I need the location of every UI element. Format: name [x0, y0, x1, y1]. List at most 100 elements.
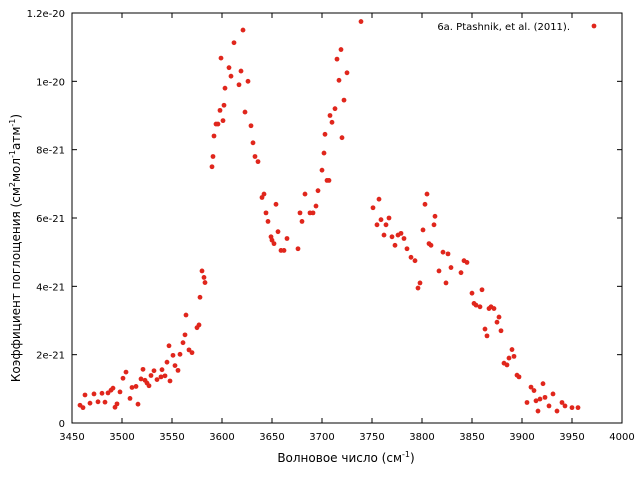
data-point: [123, 369, 129, 375]
data-point: [344, 70, 350, 76]
data-point: [535, 408, 541, 414]
data-point: [341, 97, 347, 103]
data-point: [401, 236, 407, 241]
data-point: [189, 350, 195, 356]
data-point: [102, 399, 108, 405]
legend-label: 6a. Ptashnik, et al. (2011).: [437, 22, 570, 33]
data-point: [448, 265, 454, 270]
data-point: [242, 109, 248, 115]
data-point: [370, 205, 376, 211]
data-point: [506, 355, 512, 361]
data-point: [158, 374, 164, 380]
data-point: [383, 222, 389, 228]
data-point: [245, 78, 251, 84]
data-point: [358, 19, 364, 24]
data-point: [151, 368, 157, 374]
x-axis-title: Волновое число (см-1): [277, 450, 414, 465]
data-point: [263, 210, 269, 216]
data-point: [498, 328, 504, 334]
data-point: [569, 405, 575, 411]
x-tick-label: 3500: [109, 432, 134, 443]
y-tick-label: 2e-21: [36, 351, 65, 362]
data-point: [528, 384, 534, 390]
data-point: [99, 390, 105, 396]
x-axis: 3450 3500 3550 3600 3650 3700 3750 3800 3850 3900…: [59, 13, 635, 443]
data-point: [166, 343, 172, 349]
data-point: [398, 230, 404, 236]
data-point: [440, 249, 446, 255]
data-point: [336, 77, 342, 83]
data-point: [329, 119, 335, 125]
data-point: [491, 306, 497, 311]
data-point: [302, 191, 308, 197]
x-tick-label: 4000: [609, 432, 634, 443]
data-point: [226, 65, 232, 71]
data-point: [374, 222, 380, 228]
x-tick-label: 3800: [409, 432, 434, 443]
data-point: [458, 270, 464, 276]
data-point: [127, 396, 133, 401]
data-point: [339, 135, 345, 141]
data-point: [133, 384, 139, 389]
data-point: [424, 191, 430, 197]
data-point: [80, 405, 86, 411]
data-point: [420, 227, 426, 233]
data-point: [422, 201, 428, 207]
data-point: [562, 403, 568, 409]
data-point: [170, 352, 176, 358]
data-point: [209, 164, 215, 170]
data-point: [338, 47, 344, 52]
data-point: [164, 359, 170, 365]
data-point: [87, 400, 93, 406]
data-point: [559, 400, 565, 405]
x-tick-label: 3950: [559, 432, 584, 443]
data-point: [196, 322, 202, 328]
data-point: [211, 133, 217, 139]
data-point: [250, 140, 256, 146]
data-point: [117, 389, 123, 395]
data-point: [542, 394, 548, 400]
data-point: [310, 210, 316, 216]
data-point: [516, 374, 522, 380]
data-point: [477, 304, 483, 310]
data-point: [412, 258, 418, 264]
legend: 6a. Ptashnik, et al. (2011).: [437, 22, 597, 33]
data-point: [175, 367, 181, 373]
x-tick-label: 3600: [209, 432, 234, 443]
data-point: [248, 123, 254, 129]
y-tick-label: 6e-21: [36, 214, 65, 225]
data-point: [443, 280, 449, 286]
y-tick-label: 0: [59, 419, 65, 430]
data-point: [183, 312, 189, 318]
data-point: [275, 229, 281, 235]
y-tick-label: 8e-21: [36, 146, 65, 157]
data-point: [431, 222, 437, 228]
data-point: [404, 246, 410, 252]
data-point: [199, 268, 205, 274]
data-point: [484, 333, 490, 339]
data-point: [546, 403, 552, 409]
data-point: [284, 236, 290, 241]
data-point: [215, 121, 221, 127]
data-point: [494, 319, 500, 325]
data-point: [540, 381, 546, 387]
data-point: [202, 280, 208, 285]
data-point: [138, 376, 144, 382]
data-point: [509, 347, 515, 352]
data-point: [504, 362, 510, 368]
data-point: [319, 167, 325, 173]
data-point: [334, 56, 340, 62]
data-point: [95, 399, 101, 405]
data-point: [417, 280, 423, 286]
y-tick-label: 1.2e-20: [27, 9, 65, 20]
data-point: [114, 401, 120, 407]
data-point: [376, 196, 382, 202]
data-point: [392, 242, 398, 248]
data-point: [265, 219, 271, 224]
data-point: [261, 191, 267, 197]
data-point: [129, 385, 135, 390]
x-tick-label: 3700: [309, 432, 334, 443]
data-point: [295, 246, 301, 252]
data-point: [255, 159, 261, 165]
